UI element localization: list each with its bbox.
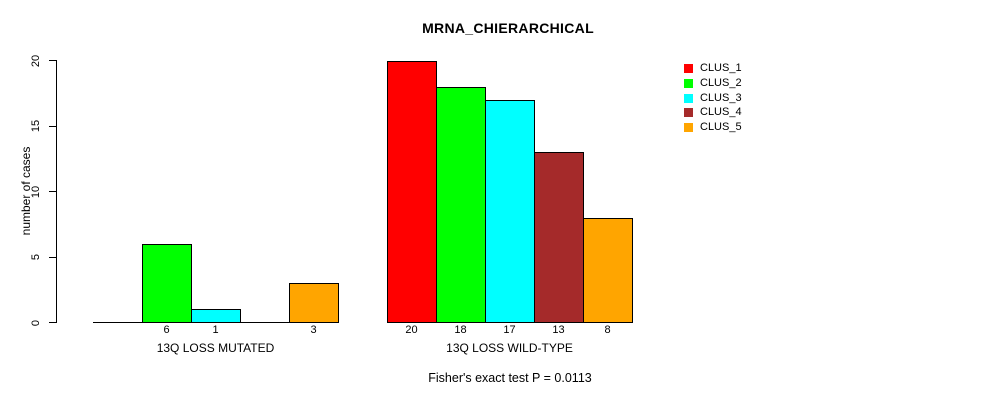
bar-value-label: 18 bbox=[454, 324, 467, 336]
legend-label-clus_3: CLUS_3 bbox=[700, 91, 742, 104]
legend-label-clus_2: CLUS_2 bbox=[700, 76, 742, 89]
y-tick-label-text: 15 bbox=[30, 119, 42, 133]
bar-clus_4 bbox=[534, 152, 584, 323]
y-tick-label-text: 0 bbox=[30, 319, 42, 326]
bar-clus_1 bbox=[387, 60, 437, 323]
bar-value-label: 17 bbox=[503, 324, 516, 336]
fisher-test-annotation: Fisher's exact test P = 0.0113 bbox=[428, 371, 592, 385]
bar-value-label: 3 bbox=[310, 324, 317, 336]
y-tick bbox=[48, 125, 56, 127]
bar-value-label: 20 bbox=[405, 324, 418, 336]
y-tick-label-text: 20 bbox=[30, 54, 42, 67]
y-tick bbox=[48, 256, 56, 258]
legend-swatch-clus_2 bbox=[684, 78, 693, 88]
chart-title: MRNA_CHIERARCHICAL bbox=[422, 20, 594, 36]
y-axis-line bbox=[56, 60, 57, 323]
bar-value-label: 13 bbox=[552, 324, 565, 336]
bar-clus_5 bbox=[583, 217, 633, 323]
bar-value-label: 1 bbox=[212, 324, 219, 336]
legend-swatch-clus_5 bbox=[684, 123, 693, 133]
y-tick bbox=[48, 191, 56, 192]
group-label: 13Q LOSS WILD-TYPE bbox=[446, 341, 573, 355]
legend-label-clus_5: CLUS_5 bbox=[700, 121, 742, 134]
bar-clus_3 bbox=[485, 99, 535, 323]
bar-clus_5 bbox=[289, 283, 339, 323]
y-tick bbox=[48, 322, 56, 323]
group-label: 13Q LOSS MUTATED bbox=[156, 341, 275, 355]
y-tick-label-text: 10 bbox=[30, 185, 42, 198]
bar-clus_2 bbox=[142, 243, 192, 323]
y-tick-label-text: 5 bbox=[30, 253, 42, 261]
legend-swatch-clus_1 bbox=[684, 64, 693, 73]
bar-value-label: 8 bbox=[604, 324, 611, 336]
y-tick bbox=[48, 60, 56, 61]
legend-label-clus_4: CLUS_4 bbox=[700, 106, 742, 119]
bar-clus_3 bbox=[191, 309, 241, 323]
legend-label-clus_1: CLUS_1 bbox=[700, 62, 742, 74]
bar-value-label: 6 bbox=[163, 324, 170, 336]
bar-clus_2 bbox=[436, 86, 486, 323]
legend-swatch-clus_3 bbox=[684, 93, 693, 103]
legend-swatch-clus_4 bbox=[684, 108, 693, 118]
